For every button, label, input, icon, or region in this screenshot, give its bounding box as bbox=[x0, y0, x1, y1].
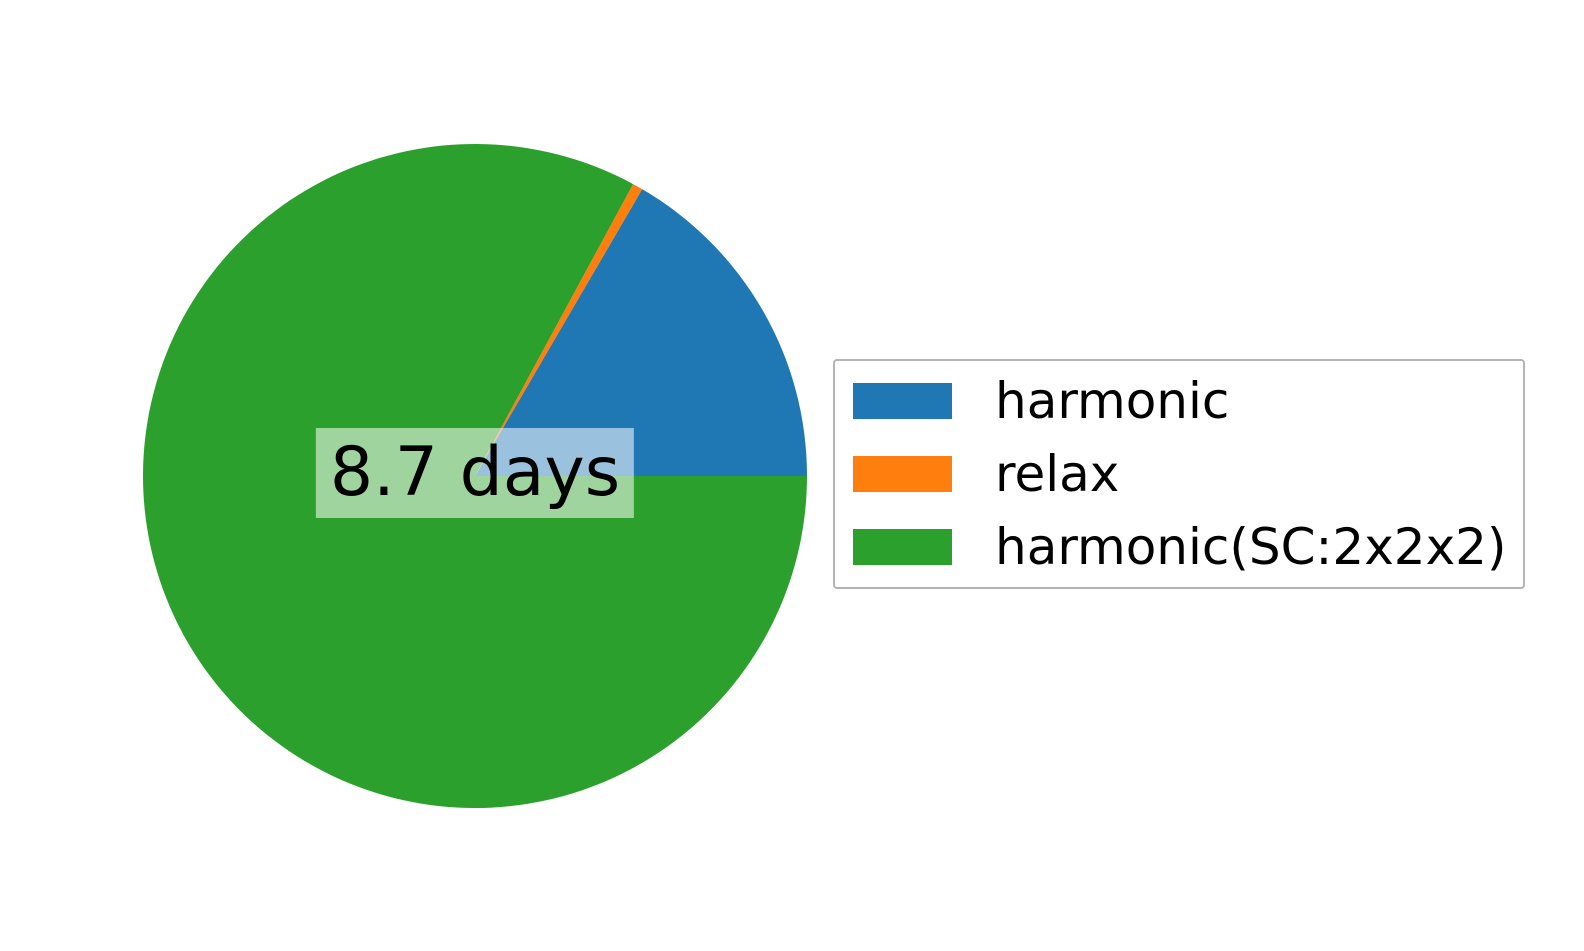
pie-center-label: 8.7 days bbox=[315, 428, 635, 518]
legend-label-harmonic-sc: harmonic(SC:2x2x2) bbox=[995, 518, 1507, 576]
legend-swatch-harmonic-sc bbox=[853, 529, 952, 565]
legend: harmonic relax harmonic(SC:2x2x2) bbox=[833, 359, 1525, 589]
legend-swatch-harmonic bbox=[853, 383, 952, 419]
pie-slice-harmonic bbox=[475, 189, 807, 476]
legend-label-harmonic: harmonic bbox=[995, 372, 1230, 430]
pie-slice-relax bbox=[475, 184, 643, 476]
legend-item-relax: relax bbox=[853, 445, 1523, 503]
legend-swatch-relax bbox=[853, 456, 952, 492]
legend-item-harmonic: harmonic bbox=[853, 372, 1523, 430]
legend-item-harmonic-sc: harmonic(SC:2x2x2) bbox=[853, 518, 1523, 576]
legend-label-relax: relax bbox=[995, 445, 1120, 503]
